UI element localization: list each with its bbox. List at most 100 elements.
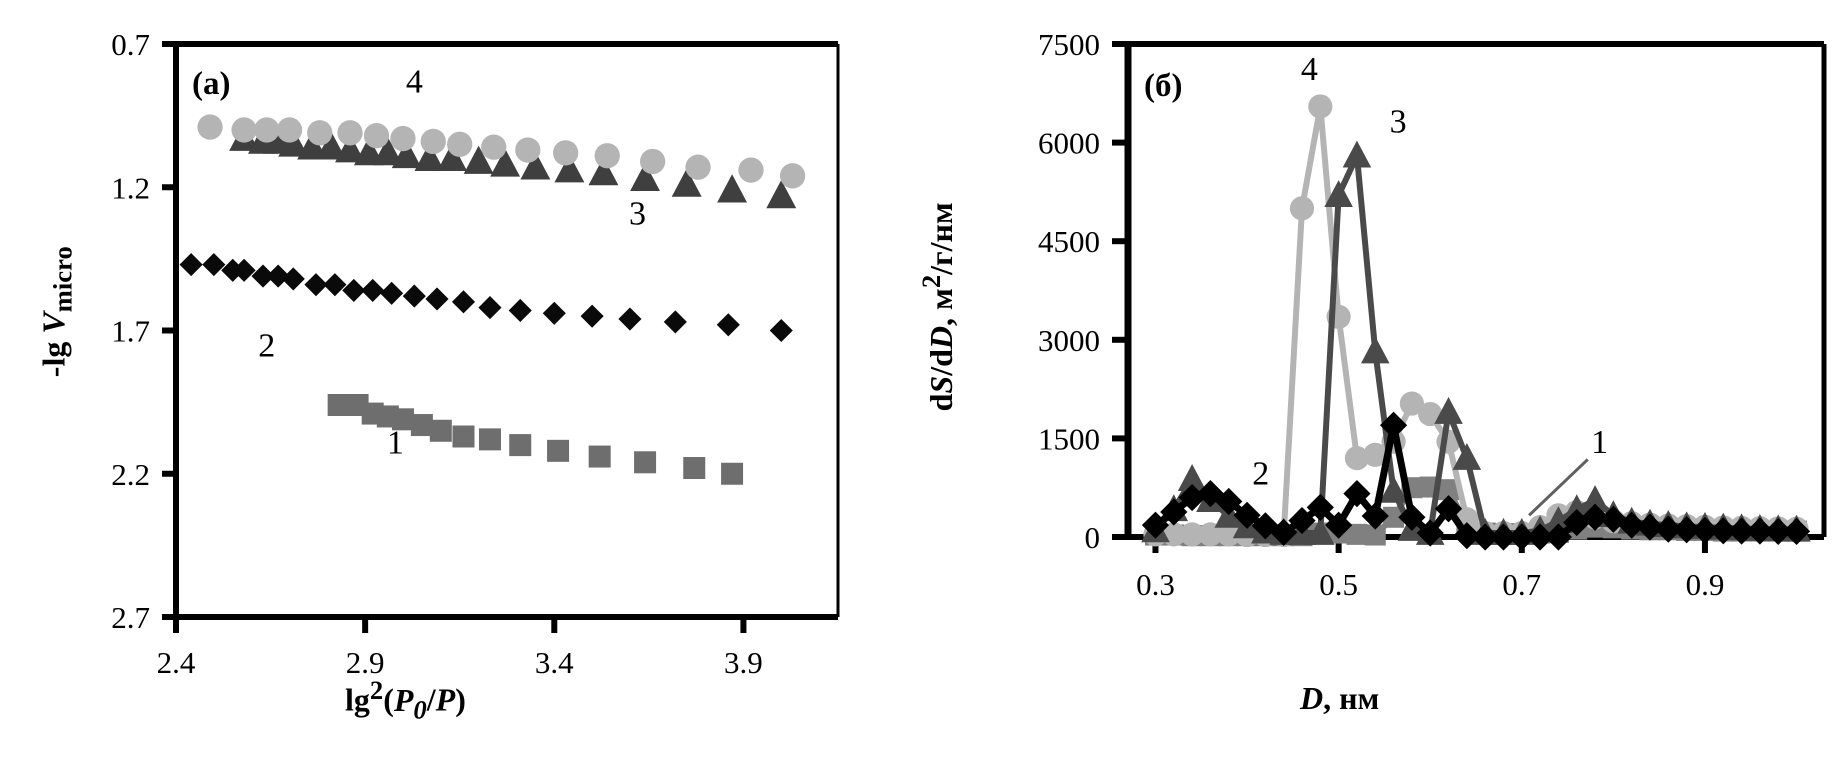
data-point-diamond xyxy=(281,267,305,291)
data-point-diamond xyxy=(580,304,604,328)
data-point-diamond xyxy=(232,258,256,282)
panel-a-y-tick-label: 2.7 xyxy=(111,600,150,635)
panel-a-curve-label-3: 3 xyxy=(629,195,646,232)
data-point-circle xyxy=(363,123,390,149)
data-point-circle xyxy=(1344,446,1370,471)
data-point-diamond xyxy=(618,307,642,331)
data-point-diamond xyxy=(266,264,290,288)
data-point-diamond xyxy=(179,253,203,277)
data-point-square xyxy=(588,445,611,468)
data-point-diamond xyxy=(1599,505,1627,533)
data-point-circle xyxy=(337,120,363,146)
data-point-diamond xyxy=(202,253,226,277)
panel-b-curve-label-3: 3 xyxy=(1390,104,1407,141)
data-point-circle xyxy=(1216,522,1241,547)
data-point-diamond xyxy=(769,318,793,343)
data-point-diamond xyxy=(1270,518,1298,546)
data-point-diamond xyxy=(1379,411,1408,439)
panel-a-y-tick-label: 1.7 xyxy=(111,314,150,349)
panel-b-series-4 xyxy=(1143,94,1809,548)
data-point-triangle xyxy=(414,142,445,171)
data-point-triangle xyxy=(463,145,494,174)
data-point-diamond xyxy=(361,278,385,302)
data-point-diamond xyxy=(1764,517,1792,546)
data-point-circle xyxy=(594,143,620,169)
panel-a-y-tick-label: 2.2 xyxy=(111,457,150,492)
data-point-diamond xyxy=(1416,519,1444,547)
data-point-circle xyxy=(481,134,507,160)
panel-b-tag: (б) xyxy=(1144,68,1182,104)
panel-b-y-tick-label: 4500 xyxy=(1038,224,1100,259)
panel-a-series-2 xyxy=(179,253,793,343)
panel-a-x-tick-label: 2.9 xyxy=(346,645,385,680)
data-point-diamond xyxy=(1673,516,1701,544)
panel-a-x-tick-label: 3.4 xyxy=(535,645,574,680)
panel-a-x-axis-title: lg2(P0/P) xyxy=(345,675,466,725)
data-point-diamond xyxy=(1160,498,1188,526)
data-point-circle xyxy=(307,120,333,146)
panel-b: 0 1500 3000 4500 6000 7500 0.3 0.5 0.7 0.9 (б) 4 3 2 1… xyxy=(880,0,1844,774)
data-point-diamond xyxy=(1233,501,1261,529)
data-point-square xyxy=(547,439,570,462)
data-point-diamond xyxy=(323,273,347,297)
data-point-diamond xyxy=(1361,502,1389,530)
panel-a-x-tick-label: 2.4 xyxy=(157,645,196,680)
panel-b-x-axis-title: D, нм xyxy=(1300,680,1380,716)
data-point-circle xyxy=(1180,522,1205,547)
data-point-square xyxy=(1383,506,1405,528)
panel-a-x-tick-label: 3.9 xyxy=(724,645,763,680)
data-point-diamond xyxy=(1434,495,1463,523)
data-point-triangle xyxy=(335,134,365,163)
panel-a-curve-label-2: 2 xyxy=(258,327,275,364)
data-point-diamond xyxy=(451,290,476,314)
data-point-diamond xyxy=(304,273,328,297)
data-point-triangle xyxy=(490,148,521,177)
panel-a-curve-label-1: 1 xyxy=(387,425,404,462)
data-point-square xyxy=(1346,523,1368,545)
data-point-circle xyxy=(447,131,473,157)
data-point-triangle xyxy=(717,174,748,203)
data-point-circle xyxy=(515,137,541,163)
data-point-diamond xyxy=(716,313,740,337)
panel-b-x-tick-label: 0.7 xyxy=(1502,567,1541,602)
data-point-diamond xyxy=(1563,508,1591,537)
data-point-diamond xyxy=(1709,517,1737,545)
data-point-triangle xyxy=(1324,180,1353,207)
panel-b-leader-line xyxy=(1528,458,1589,517)
data-point-triangle xyxy=(671,168,702,197)
data-point-diamond xyxy=(478,296,502,320)
data-point-triangle xyxy=(297,131,328,160)
panel-a: 0.7 1.2 1.7 2.2 2.7 2.4 2.9 3.4 3.9 (a) 4 3 2 1 lg2(P… xyxy=(0,0,880,774)
data-point-circle xyxy=(390,125,416,152)
data-point-diamond xyxy=(1215,487,1243,516)
data-point-diamond xyxy=(1453,522,1481,550)
data-point-circle xyxy=(552,140,579,166)
data-point-circle xyxy=(1308,94,1333,119)
data-point-triangle xyxy=(1306,517,1335,545)
data-point-diamond xyxy=(542,301,566,325)
data-point-square xyxy=(327,393,350,416)
panel-a-y-tick-label: 1.2 xyxy=(111,170,150,205)
data-point-square xyxy=(478,428,501,451)
data-point-square xyxy=(429,419,452,442)
data-point-circle xyxy=(1198,522,1223,547)
data-point-triangle xyxy=(1434,396,1463,424)
data-point-triangle xyxy=(1360,336,1390,364)
data-point-triangle xyxy=(1580,485,1610,512)
data-point-triangle xyxy=(437,142,468,171)
data-point-diamond xyxy=(1141,511,1170,539)
data-point-diamond xyxy=(1489,523,1518,551)
panel-a-curve-label-4: 4 xyxy=(406,64,423,101)
data-point-square xyxy=(721,462,744,485)
panel-b-x-tick-label: 0.9 xyxy=(1686,567,1725,602)
data-point-diamond xyxy=(1618,511,1646,539)
data-point-circle xyxy=(1363,442,1388,467)
data-point-triangle xyxy=(554,154,585,183)
data-point-square xyxy=(1438,479,1460,501)
data-point-circle xyxy=(420,128,446,155)
data-point-triangle xyxy=(1544,506,1573,534)
data-point-triangle xyxy=(1342,140,1372,168)
panel-b-plot: 0 1500 3000 4500 6000 7500 0.3 0.5 0.7 0.9 (б) 4 3 2 1 xyxy=(1038,27,1827,602)
data-point-diamond xyxy=(1398,503,1426,531)
data-point-diamond xyxy=(342,278,366,302)
